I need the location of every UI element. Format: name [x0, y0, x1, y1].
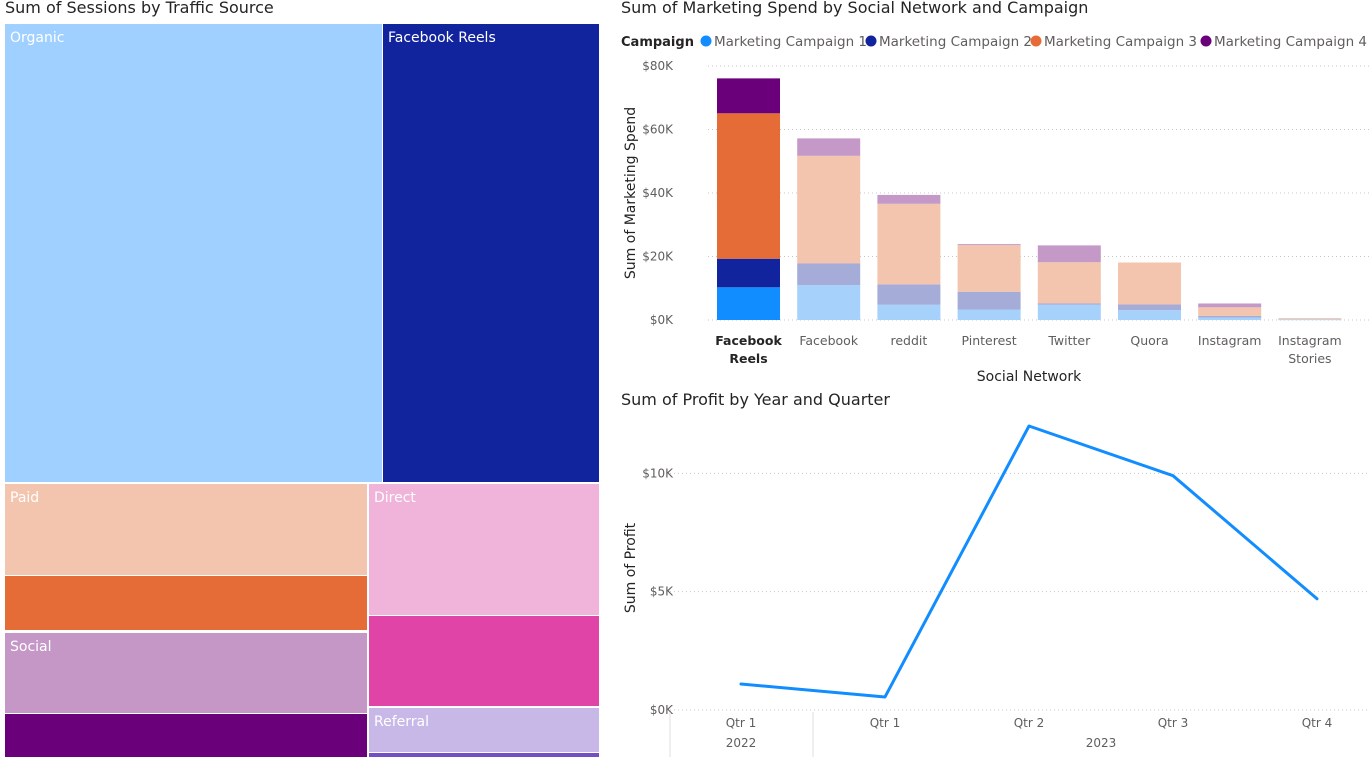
- bar-segment-twitter-campaign-1: [1037, 304, 1101, 320]
- line-y-tick-label: $0K: [650, 703, 674, 717]
- legend-label-campaign-3: Marketing Campaign 3: [1044, 34, 1197, 50]
- social-sub-tile-1: [5, 633, 367, 713]
- treemap-tile-social[interactable]: Social: [5, 633, 367, 757]
- legend-marker-campaign-3: [1030, 35, 1042, 47]
- bar-x-tick-label: reddit: [890, 333, 927, 348]
- bar-segment-facebook-campaign-3: [797, 155, 861, 264]
- tile-label-social: Social: [10, 639, 52, 655]
- treemap-tile-referral[interactable]: Referral: [369, 708, 599, 757]
- line-x-tick-label: Qtr 1: [870, 716, 901, 730]
- tile-label-organic: Organic: [10, 30, 65, 46]
- bar-segment-reddit-campaign-1: [877, 304, 941, 320]
- line-y-tick-label: $10K: [642, 466, 674, 480]
- bar-segment-facebook-reels-campaign-3: [717, 113, 780, 259]
- treemap-tile-facebook-reels[interactable]: Facebook Reels: [383, 24, 599, 482]
- legend-label-campaign-4: Marketing Campaign 4: [1214, 34, 1367, 50]
- tile-label-direct: Direct: [374, 490, 416, 506]
- bar-segment-facebook-campaign-4: [797, 138, 861, 156]
- legend-marker-campaign-2: [865, 35, 877, 47]
- bar-segment-reddit-campaign-4: [877, 194, 941, 204]
- paid-sub-tile-2: [5, 576, 367, 630]
- bar-segment-quora-campaign-2: [1118, 304, 1181, 311]
- referral-sub-tile-2: [369, 753, 599, 757]
- bar-y-tick-label: $40K: [642, 186, 674, 200]
- bar-y-axis-title: Sum of Marketing Spend: [623, 107, 639, 279]
- line-chart-title: Sum of Profit by Year and Quarter: [621, 390, 890, 409]
- bar-segment-facebook-campaign-2: [797, 263, 861, 286]
- bar-x-tick-label: Facebook: [799, 333, 858, 348]
- treemap-title: Sum of Sessions by Traffic Source: [5, 0, 274, 17]
- direct-sub-tile-2: [369, 616, 599, 706]
- social-sub-tile-2: [5, 714, 367, 757]
- treemap-tile-direct[interactable]: Direct: [369, 484, 599, 706]
- line-year-label: 2023: [1086, 736, 1117, 750]
- bar-x-tick-label: Instagram: [1278, 333, 1342, 348]
- bar-segment-facebook-campaign-1: [797, 285, 861, 320]
- legend-title: Campaign: [621, 35, 694, 50]
- bar-x-tick-label: Quora: [1130, 333, 1168, 348]
- line-x-tick-label: Qtr 2: [1014, 716, 1045, 730]
- direct-sub-tile-1: [369, 484, 599, 615]
- bar-y-tick-label: $60K: [642, 123, 674, 137]
- bar-x-tick-label: Twitter: [1047, 333, 1091, 348]
- tile-label-referral: Referral: [374, 714, 429, 730]
- legend-label-campaign-1: Marketing Campaign 1: [714, 34, 867, 50]
- bar-segment-pinterest-campaign-3: [957, 245, 1021, 292]
- profit-line-series: [739, 424, 1319, 699]
- bar-segment-instagram-campaign-2: [1198, 315, 1262, 318]
- bar-segment-reddit-campaign-3: [877, 203, 941, 285]
- bar-segment-quora-campaign-3: [1118, 262, 1181, 305]
- bar-x-tick-label: Stories: [1288, 351, 1331, 366]
- bar-segment-pinterest-campaign-2: [957, 291, 1021, 310]
- line-chart: $0K $5K $10K Sum of Profit Qtr 1 Qtr 1 Qtr 2 Qt…: [623, 424, 1370, 757]
- line-x-tick-label: Qtr 4: [1302, 716, 1333, 730]
- legend-marker-campaign-4: [1200, 35, 1212, 47]
- bar-segment-facebook-reels-campaign-1: [717, 287, 780, 320]
- bar-x-tick-label: Instagram: [1198, 333, 1262, 348]
- line-y-tick-label: $5K: [650, 585, 674, 599]
- legend-marker-campaign-1: [700, 35, 712, 47]
- line-x-tick-label: Qtr 1: [726, 716, 757, 730]
- tile-label-facebook-reels: Facebook Reels: [388, 30, 496, 46]
- bar-segment-pinterest-campaign-4: [957, 244, 1021, 246]
- bar-x-tick-label: Pinterest: [961, 333, 1016, 348]
- bar-segment-twitter-campaign-2: [1037, 303, 1101, 305]
- tile-label-paid: Paid: [10, 490, 40, 506]
- bar-segment-instagram-stories-campaign-3: [1278, 318, 1342, 320]
- bar-x-tick-label: Facebook: [715, 333, 782, 348]
- bar-x-tick-label: Reels: [729, 351, 767, 366]
- bar-segment-facebook-reels-campaign-4: [717, 78, 780, 114]
- bar-y-tick-label: $80K: [642, 59, 674, 73]
- treemap-tile-organic[interactable]: Organic: [5, 24, 382, 482]
- bar-segment-twitter-campaign-3: [1037, 262, 1101, 304]
- bar-x-axis-title: Social Network: [977, 369, 1082, 385]
- bar-chart-title: Sum of Marketing Spend by Social Network…: [621, 0, 1089, 17]
- referral-sub-tile-1: [369, 708, 599, 752]
- bar-y-tick-label: $0K: [650, 313, 674, 327]
- bar-segment-instagram-stories-campaign-1: [1278, 319, 1342, 321]
- paid-sub-tile-1: [5, 484, 367, 575]
- bar-segment-instagram-campaign-1: [1198, 317, 1262, 320]
- bar-y-tick-label: $20K: [642, 250, 674, 264]
- bar-segment-twitter-campaign-4: [1037, 245, 1101, 263]
- bar-chart: Campaign Marketing Campaign 1 Marketing Ca…: [621, 34, 1370, 385]
- bar-segment-reddit-campaign-2: [877, 284, 941, 305]
- bar-segment-facebook-reels-campaign-2: [717, 258, 780, 288]
- line-y-axis-title: Sum of Profit: [623, 522, 639, 613]
- bar-segment-instagram-campaign-3: [1198, 307, 1262, 316]
- line-x-tick-label: Qtr 3: [1158, 716, 1189, 730]
- legend-label-campaign-2: Marketing Campaign 2: [879, 34, 1032, 50]
- bar-segment-instagram-campaign-4: [1198, 303, 1262, 308]
- treemap-tile-paid[interactable]: Paid: [5, 484, 367, 630]
- bar-segment-pinterest-campaign-1: [957, 309, 1021, 320]
- bar-segment-quora-campaign-1: [1118, 310, 1181, 320]
- line-year-label: 2022: [726, 736, 757, 750]
- treemap-chart: Organic Facebook Reels Paid Direct Socia…: [0, 0, 605, 757]
